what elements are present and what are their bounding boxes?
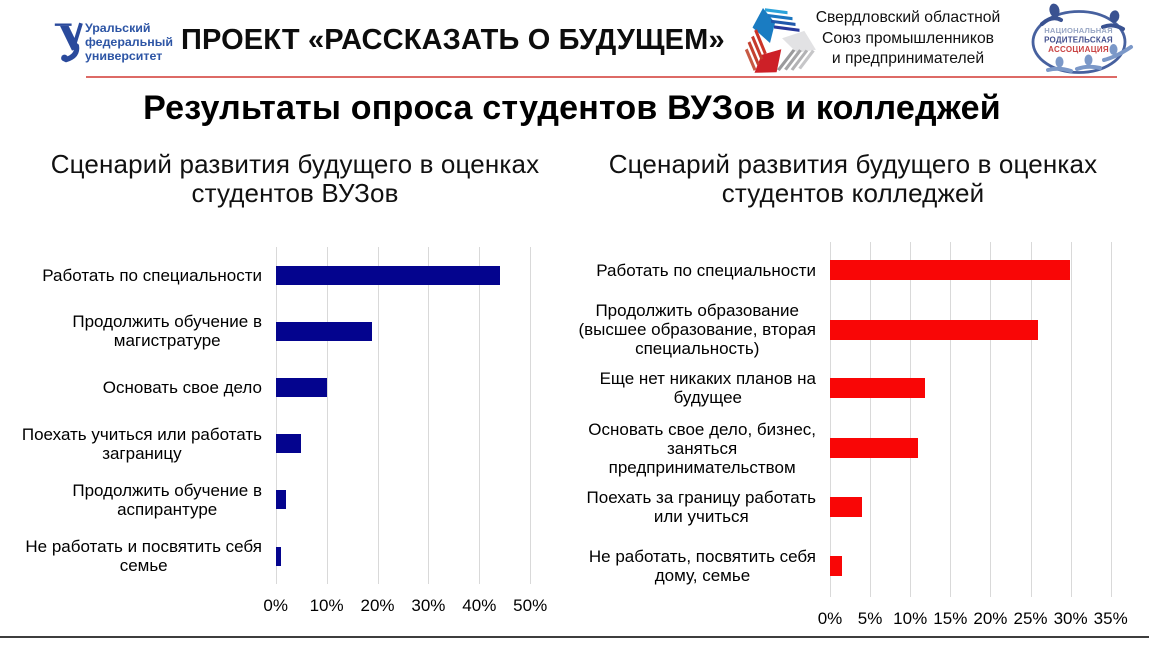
svg-text:НАЦИОНАЛЬНАЯ: НАЦИОНАЛЬНАЯ [1044,26,1113,35]
svg-text:АССОЦИАЦИЯ: АССОЦИАЦИЯ [1048,45,1109,54]
svg-text:РОДИТЕЛЬСКАЯ: РОДИТЕЛЬСКАЯ [1044,36,1113,45]
